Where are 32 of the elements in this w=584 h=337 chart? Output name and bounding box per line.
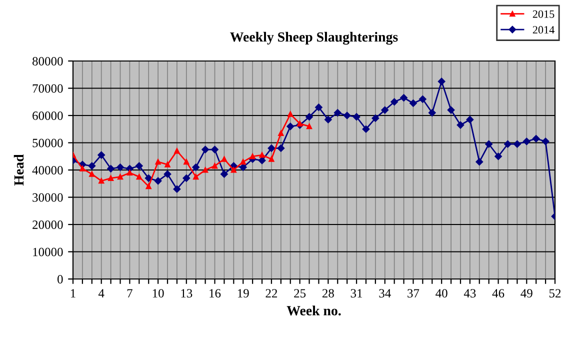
- legend-label: 2014: [532, 26, 554, 34]
- x-tick-label: 31: [350, 289, 362, 298]
- y-tick-label: 10000: [33, 248, 63, 256]
- y-tick-label: 60000: [32, 112, 63, 120]
- x-tick-label: 4: [98, 289, 104, 298]
- x-tick-label: 25: [294, 289, 306, 298]
- y-tick-label: 80000: [32, 57, 63, 66]
- x-tick-label: 10: [152, 289, 164, 298]
- x-tick-label: 1: [70, 289, 76, 298]
- x-tick-label: 13: [181, 289, 192, 298]
- x-tick-label: 7: [127, 289, 132, 298]
- y-tick-label: 40000: [32, 166, 63, 174]
- x-tick-label: 28: [322, 289, 334, 298]
- x-tick-label: 49: [520, 289, 532, 298]
- x-tick-label: 19: [238, 289, 249, 298]
- y-tick-label: 20000: [32, 220, 63, 229]
- y-tick-label: 50000: [32, 138, 63, 148]
- x-axis-title: Week no.: [286, 306, 341, 316]
- y-axis-title: Head: [14, 154, 24, 186]
- y-tick-label: 70000: [32, 84, 63, 93]
- x-tick-label: 22: [266, 289, 278, 298]
- y-tick-label: 0: [58, 275, 63, 284]
- x-tick-label: 43: [464, 289, 476, 298]
- x-tick-label: 34: [379, 289, 391, 298]
- x-tick-label: 46: [492, 289, 504, 298]
- y-tick-label: 30000: [32, 193, 63, 202]
- x-tick-label: 16: [210, 289, 221, 298]
- x-tick-label: 37: [408, 289, 420, 298]
- legend-label: 2015: [532, 10, 554, 18]
- chart-title: Weekly Sheep Slaughterings: [230, 32, 398, 45]
- x-tick-label: 40: [436, 289, 448, 298]
- x-tick-label: 52: [549, 289, 561, 298]
